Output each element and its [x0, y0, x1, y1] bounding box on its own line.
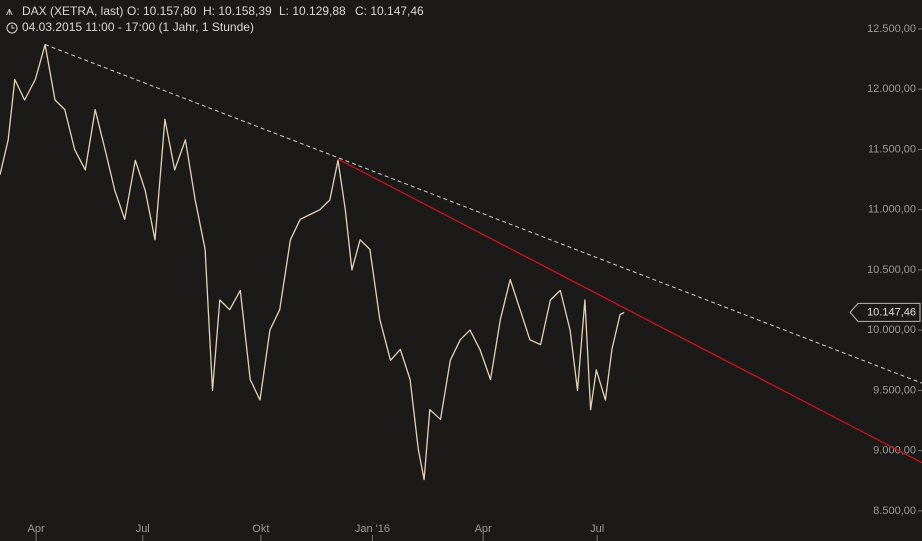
y-tick-label: 12.500,00: [867, 23, 916, 35]
x-tick-label: Apr: [475, 523, 492, 535]
trendline: [44, 44, 922, 384]
y-tick-label: 10.000,00: [867, 324, 916, 336]
x-tick-label: Jul: [590, 523, 604, 535]
y-tick-label: 8.500,00: [873, 505, 916, 517]
clock-hands: [11, 25, 15, 29]
open: O: 10.157,80: [127, 4, 197, 18]
last-value-label: 10.147,46: [867, 306, 916, 318]
low: L: 10.129,88: [279, 4, 346, 18]
x-tick-label: Okt: [252, 523, 269, 535]
y-tick-label: 11.000,00: [868, 204, 916, 216]
price-line: [0, 43, 625, 481]
y-tick-label: 11.500,00: [868, 143, 916, 155]
clock-icon: [6, 22, 18, 34]
y-tick-label: 12.000,00: [867, 83, 916, 95]
trendline: [337, 158, 922, 464]
y-tick-label: 9.500,00: [873, 384, 916, 396]
last-value-box: [849, 302, 921, 322]
y-tick-label: 10.500,00: [867, 264, 916, 276]
x-tick-label: Jul: [136, 523, 150, 535]
high: H: 10.158,39: [203, 4, 272, 18]
close: C: 10.147,46: [355, 4, 424, 18]
chart-glyph: ⩚: [6, 4, 13, 18]
x-tick-label: Apr: [28, 523, 45, 535]
y-tick-label: 9.000,00: [873, 445, 916, 457]
period: 04.03.2015 11:00 - 17:00 (1 Jahr, 1 Stun…: [22, 20, 254, 34]
header: ⩚ DAX (XETRA, last) O: 10.157,80 H: 10.1…: [6, 4, 424, 34]
x-tick-label: Jan '16: [355, 523, 390, 535]
symbol: DAX (XETRA, last): [22, 4, 123, 18]
